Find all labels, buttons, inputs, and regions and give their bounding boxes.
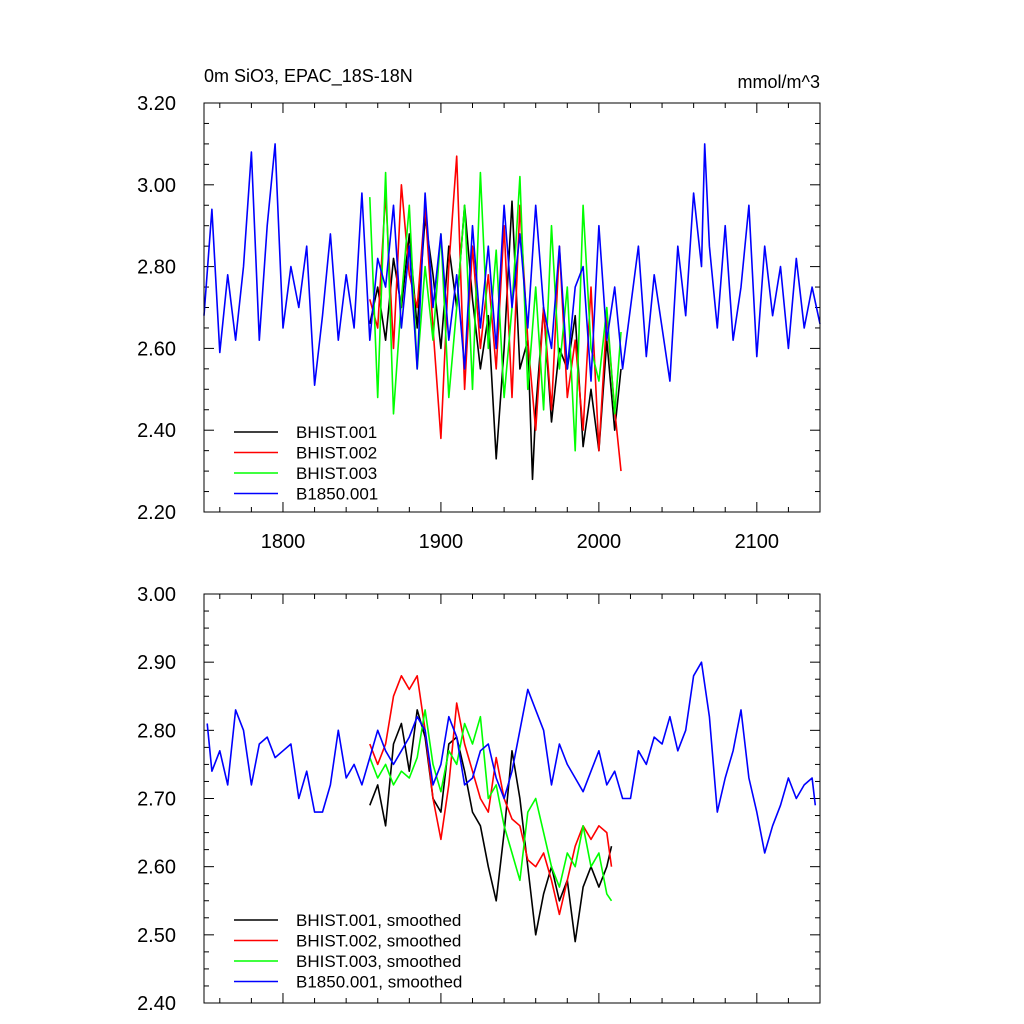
x-tick-label: 1900 (419, 531, 464, 553)
y-tick-label: 2.20 (137, 502, 176, 524)
y-tick-label: 2.60 (137, 857, 176, 879)
series-line-b1850-001 (203, 143, 821, 387)
x-tick-label: 2000 (577, 531, 622, 553)
legend-label: BHIST.002, smoothed (296, 932, 461, 951)
y-tick-label: 2.80 (137, 257, 176, 279)
legend-label: B1850.001 (296, 485, 378, 504)
x-tick-label: 1800 (261, 531, 306, 553)
series-line-bhist-002 (369, 155, 622, 472)
x-tick-label: 2100 (735, 531, 780, 553)
y-tick-label: 2.70 (137, 789, 176, 811)
y-tick-label: 2.40 (137, 993, 176, 1015)
chart-title: 0m SiO3, EPAC_18S-18N (204, 66, 413, 87)
y-tick-label: 3.20 (137, 93, 176, 115)
bottom-panel: 2.40 2.50 2.60 2.70 2.80 2.90 3.00 BHIST.001, … (137, 584, 821, 1015)
y-tick-label: 3.00 (137, 584, 176, 606)
series-line-bhist-001-smoothed (369, 709, 613, 943)
bottom-tick-labels: 2.40 2.50 2.60 2.70 2.80 2.90 3.00 (137, 584, 176, 1015)
y-tick-label: 2.80 (137, 720, 176, 742)
series-line-bhist-002-smoothed (369, 674, 613, 916)
legend-label: B1850.001, smoothed (296, 973, 462, 992)
y-tick-label: 2.60 (137, 338, 176, 360)
legend-label: BHIST.003 (296, 464, 377, 483)
y-tick-label: 2.40 (137, 420, 176, 442)
legend-label: BHIST.003, smoothed (296, 952, 461, 971)
legend-label: BHIST.001, smoothed (296, 911, 461, 930)
series-line-bhist-003 (369, 171, 622, 452)
bottom-legend: BHIST.001, smoothed BHIST.002, smoothedBH… (234, 911, 462, 992)
bottom-plot-frame (203, 593, 821, 1004)
top-panel: 0m SiO3, EPAC_18S-18N mmol/m^3 2.202.402… (137, 66, 821, 553)
top-plot-frame (203, 102, 821, 513)
units-label: mmol/m^3 (738, 72, 820, 92)
legend-label: BHIST.002 (296, 444, 377, 463)
series-line-b1850-001-smoothed (206, 661, 817, 854)
top-series-lines (203, 143, 821, 481)
legend-label: BHIST.001 (296, 423, 377, 442)
y-tick-label: 2.50 (137, 925, 176, 947)
top-axes-ticks (204, 102, 821, 513)
y-tick-label: 3.00 (137, 175, 176, 197)
series-line-bhist-003-smoothed (369, 709, 613, 902)
y-tick-label: 2.90 (137, 652, 176, 674)
bottom-series-lines (206, 661, 817, 943)
top-tick-labels: 2.20 2.40 2.60 2.80 3.00 3.20 1800 1900 2000 2100 (137, 93, 779, 553)
